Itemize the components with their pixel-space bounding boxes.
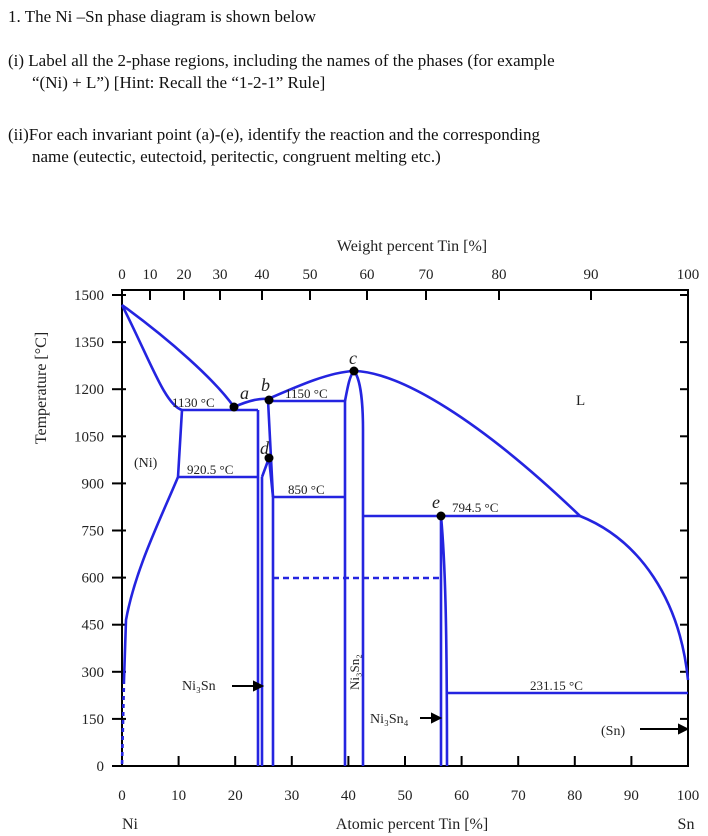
phase-liquid: L	[576, 393, 585, 409]
temp-1130: 1130 °C	[172, 395, 215, 410]
ni-solvus	[122, 409, 184, 681]
solidus-1130	[120, 304, 258, 412]
y-tick-label: 0	[97, 759, 105, 775]
top-tick-label: 70	[419, 267, 434, 283]
label-d: d	[260, 438, 270, 458]
ni3sn-region	[178, 410, 275, 766]
y-tick-label: 1050	[74, 429, 104, 445]
label-a: a	[240, 383, 249, 403]
top-axis-label: Weight percent Tin [%]	[337, 238, 487, 255]
bottom-tick-label: 90	[624, 788, 639, 804]
point-c	[349, 366, 359, 376]
point-b	[264, 395, 274, 405]
top-tick-label: 20	[177, 267, 192, 283]
top-tick-label: 60	[360, 267, 375, 283]
phase-ni3sn2: Ni₃Sn₂	[347, 654, 362, 690]
phase-sn: (Sn)	[601, 724, 625, 739]
point-e	[436, 511, 446, 521]
y-tick-label: 1500	[74, 288, 104, 304]
invariant-points	[229, 366, 446, 521]
temp-850: 850 °C	[288, 482, 325, 497]
y-tick-label: 900	[82, 476, 105, 492]
phase-ni3sn4: Ni₃Sn₄	[370, 712, 409, 727]
ni3sn2-left	[266, 399, 347, 766]
label-e: e	[432, 492, 440, 512]
ni-solvus-dashed	[120, 679, 126, 767]
label-c: c	[349, 348, 357, 368]
y-tick-label: 1200	[74, 382, 104, 398]
point-d	[264, 453, 274, 463]
phase-ni3sn: Ni₃Sn	[182, 679, 216, 694]
bottom-tick-label: 0	[118, 788, 126, 804]
top-tick-label: 100	[677, 267, 700, 283]
point-a	[229, 402, 239, 412]
bottom-tick-label: 40	[341, 788, 356, 804]
part-i-text-2: “(Ni) + L”) [Hint: Recall the “1-2-1” Ru…	[32, 73, 326, 92]
bottom-tick-label: 100	[677, 788, 700, 804]
y-tick-label: 1350	[74, 335, 104, 351]
temp-794: 794.5 °C	[452, 500, 498, 515]
part-i-text: (i) Label all the 2-phase regions, inclu…	[8, 51, 555, 70]
top-tick-label: 90	[584, 267, 599, 283]
phase-ni: (Ni)	[134, 456, 158, 471]
liquidus-ni-side	[121, 303, 269, 409]
bottom-tick-label: 50	[398, 788, 413, 804]
y-tick-label: 750	[82, 524, 105, 540]
bottom-axis-label: Atomic percent Tin [%]	[336, 816, 488, 833]
label-b: b	[261, 375, 270, 395]
axis-ticks	[112, 290, 689, 767]
liquidus-sn-side	[267, 369, 690, 681]
bottom-tick-label: 70	[511, 788, 526, 804]
temp-1150: 1150 °C	[285, 386, 328, 401]
top-tick-label: 10	[143, 267, 158, 283]
bottom-tick-label: 10	[171, 788, 186, 804]
y-tick-label: 450	[82, 618, 105, 634]
top-tick-label: 50	[303, 267, 318, 283]
bottom-tick-label: 20	[228, 788, 243, 804]
bottom-tick-label: 80	[567, 788, 582, 804]
y-tick-label: 300	[82, 665, 105, 681]
y-axis-label: Temperature [°C]	[33, 332, 50, 444]
bottom-tick-label: 60	[454, 788, 469, 804]
temp-920: 920.5 °C	[187, 462, 233, 477]
ni3sn4-and-eutectic	[363, 514, 688, 767]
top-tick-label: 40	[255, 267, 270, 283]
phase-lines	[120, 303, 690, 767]
temp-231: 231.15 °C	[530, 678, 583, 693]
top-tick-label: 0	[118, 267, 126, 283]
ni3sn2-right	[343, 369, 365, 766]
bottom-tick-label: 30	[284, 788, 299, 804]
y-tick-label: 150	[82, 712, 105, 728]
part-ii-text: (ii)For each invariant point (a)-(e), id…	[8, 125, 540, 144]
question-title: 1. The Ni –Sn phase diagram is shown bel…	[8, 7, 317, 26]
ni-end-label: Ni	[122, 816, 139, 833]
top-tick-label: 30	[213, 267, 228, 283]
top-tick-label: 80	[492, 267, 507, 283]
part-ii-text-2: name (eutectic, eutectoid, peritectic, c…	[32, 147, 441, 166]
y-tick-label: 600	[82, 571, 105, 587]
sn-end-label: Sn	[678, 816, 695, 833]
arrows	[232, 680, 690, 735]
